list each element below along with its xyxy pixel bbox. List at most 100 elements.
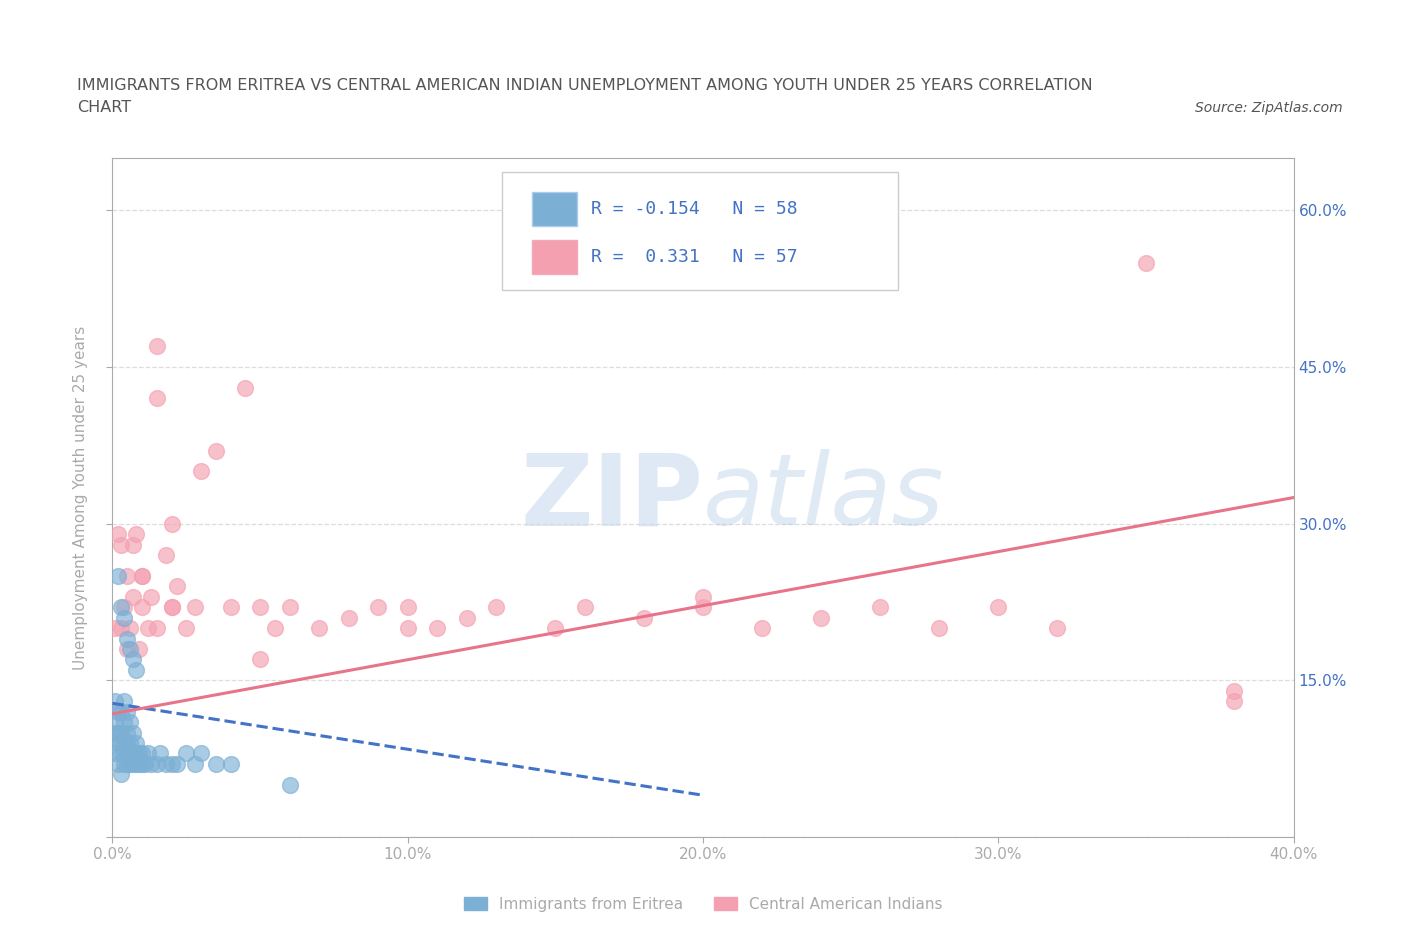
Point <box>128 746 150 761</box>
Point <box>110 767 132 782</box>
Point <box>107 736 129 751</box>
Point <box>125 736 148 751</box>
Point <box>128 642 150 657</box>
Point <box>120 756 142 771</box>
Point <box>184 600 207 615</box>
Point <box>110 704 132 719</box>
Text: atlas: atlas <box>703 449 945 546</box>
Point <box>112 694 135 709</box>
Point <box>278 777 301 792</box>
FancyBboxPatch shape <box>502 172 898 290</box>
Point <box>122 652 145 667</box>
Point <box>122 538 145 552</box>
Point <box>117 725 138 740</box>
Point <box>139 756 162 771</box>
Point <box>112 756 135 771</box>
Point <box>104 746 127 761</box>
Point <box>107 725 129 740</box>
Point <box>396 620 419 635</box>
Point <box>117 568 138 583</box>
Point <box>112 714 135 729</box>
Point <box>110 725 132 740</box>
Point <box>139 590 162 604</box>
Point <box>107 704 129 719</box>
Point <box>155 756 177 771</box>
Point <box>1135 255 1157 270</box>
Point <box>110 538 132 552</box>
Point <box>184 756 207 771</box>
Point <box>485 600 508 615</box>
Point <box>136 746 159 761</box>
Point <box>125 526 148 541</box>
Text: R = -0.154   N = 58: R = -0.154 N = 58 <box>591 200 797 218</box>
Point <box>104 725 127 740</box>
Point <box>166 578 188 593</box>
Y-axis label: Unemployment Among Youth under 25 years: Unemployment Among Youth under 25 years <box>73 326 89 670</box>
Point <box>278 600 301 615</box>
Point <box>104 714 127 729</box>
Point <box>190 464 212 479</box>
Point <box>928 620 950 635</box>
Text: R =  0.331   N = 57: R = 0.331 N = 57 <box>591 247 797 266</box>
Point <box>117 642 138 657</box>
Text: ZIP: ZIP <box>520 449 703 546</box>
Point <box>112 610 135 625</box>
Point <box>131 600 153 615</box>
Point <box>131 756 153 771</box>
Point <box>205 443 228 458</box>
Point <box>308 620 330 635</box>
Point <box>810 610 832 625</box>
Point <box>692 590 714 604</box>
Text: CHART: CHART <box>77 100 131 115</box>
Point <box>1223 684 1246 698</box>
Point <box>110 620 132 635</box>
Point <box>128 756 150 771</box>
Point <box>110 600 132 615</box>
Point <box>264 620 287 635</box>
Text: IMMIGRANTS FROM ERITREA VS CENTRAL AMERICAN INDIAN UNEMPLOYMENT AMONG YOUTH UNDE: IMMIGRANTS FROM ERITREA VS CENTRAL AMERI… <box>77 78 1092 93</box>
Point <box>122 746 145 761</box>
Legend: Immigrants from Eritrea, Central American Indians: Immigrants from Eritrea, Central America… <box>458 890 948 918</box>
Point <box>174 620 197 635</box>
Point <box>122 756 145 771</box>
Bar <box>531 240 576 273</box>
Point <box>249 600 271 615</box>
Point <box>751 620 773 635</box>
Point <box>174 746 197 761</box>
Point <box>149 746 172 761</box>
Bar <box>531 193 576 226</box>
Point <box>125 662 148 677</box>
Point <box>112 746 135 761</box>
Point <box>120 714 142 729</box>
Point <box>190 746 212 761</box>
Point <box>166 756 188 771</box>
Point <box>1046 620 1069 635</box>
Point <box>219 600 242 615</box>
Point <box>104 620 127 635</box>
Point <box>160 756 183 771</box>
Point <box>110 736 132 751</box>
Point <box>117 704 138 719</box>
Point <box>692 600 714 615</box>
Point <box>125 756 148 771</box>
Point <box>110 746 132 761</box>
Point <box>426 620 449 635</box>
Point <box>396 600 419 615</box>
Point <box>117 756 138 771</box>
Point <box>120 746 142 761</box>
Point <box>120 736 142 751</box>
Point <box>456 610 478 625</box>
Point <box>869 600 891 615</box>
Point <box>112 736 135 751</box>
Point <box>120 620 142 635</box>
Point <box>134 756 156 771</box>
Point <box>136 620 159 635</box>
Point <box>249 652 271 667</box>
Point <box>160 600 183 615</box>
Point <box>574 600 596 615</box>
Point <box>112 600 135 615</box>
Point <box>117 736 138 751</box>
Point <box>146 756 169 771</box>
Point <box>117 746 138 761</box>
Point <box>107 568 129 583</box>
